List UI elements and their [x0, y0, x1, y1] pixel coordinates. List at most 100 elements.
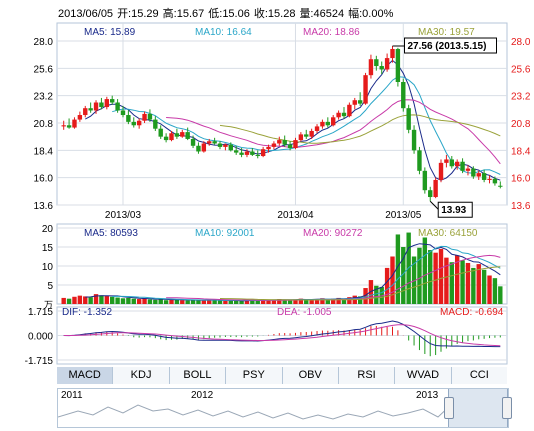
candle-body [83, 108, 88, 116]
tab-cci[interactable]: CCI [451, 367, 507, 384]
candle-body [363, 75, 368, 104]
volume-bar [417, 247, 422, 304]
volume-bar [110, 296, 115, 304]
price-ytick-left: 20.8 [34, 119, 54, 130]
price-ytick-right: 28.0 [511, 37, 531, 48]
volume-bar [228, 300, 233, 304]
volume-bar [104, 296, 110, 304]
candle-body [374, 59, 379, 67]
volume-bar [266, 299, 271, 304]
volume-ytick: 15 [42, 243, 54, 254]
nav-year-2013: 2013 [416, 390, 439, 401]
tab-psy[interactable]: PSY [226, 367, 283, 384]
tab-boll[interactable]: BOLL [169, 367, 227, 384]
candle-body [239, 152, 244, 155]
volume-bar [93, 294, 99, 304]
nav-right-handle[interactable] [502, 397, 512, 419]
volume-bar [99, 295, 104, 304]
volume-bar [401, 247, 406, 304]
candle-body [142, 113, 147, 121]
candle-body [136, 120, 142, 126]
volume-bar [309, 299, 314, 304]
candle-body [147, 113, 153, 120]
nav-year-2012: 2012 [191, 390, 214, 401]
candle-body [72, 119, 77, 128]
price-ytick-right: 13.6 [511, 201, 531, 212]
tab-kdj[interactable]: KDJ [113, 367, 170, 384]
candle-body [277, 140, 282, 144]
volume-bar [422, 237, 428, 304]
volume-bar [136, 299, 142, 304]
price-ytick-right: 23.2 [511, 92, 531, 103]
volume-bar [142, 298, 147, 304]
tab-obv[interactable]: OBV [282, 367, 339, 384]
candle-body [492, 178, 498, 184]
candle-body [390, 48, 395, 59]
volume-bar [492, 278, 498, 304]
price-legend-ma30: MA30: 19.57 [418, 27, 475, 38]
tab-wvad[interactable]: WVAD [395, 367, 452, 384]
candle-body [66, 125, 72, 128]
candle-body [110, 99, 115, 103]
candle-body [212, 141, 217, 144]
volume-bar [180, 300, 185, 304]
candle-body [266, 146, 271, 150]
volume-bar [158, 299, 163, 304]
candle-body [190, 138, 196, 146]
price-ma30-line [219, 114, 501, 144]
candle-body [298, 134, 304, 141]
candle-body [228, 144, 233, 151]
volume-legend-ma30: MA30: 64150 [418, 228, 478, 239]
candle-body [368, 59, 374, 76]
volume-bar [196, 300, 201, 304]
price-ytick-left: 23.2 [34, 92, 54, 103]
candle-body [196, 145, 201, 152]
price-legend-ma10: MA10: 16.64 [195, 27, 252, 38]
candle-body [115, 102, 120, 111]
candle-body [320, 121, 325, 127]
volume-bar [190, 299, 196, 304]
macd-dif-line [63, 320, 501, 348]
volume-bar [282, 299, 287, 304]
volume-bar [465, 262, 471, 304]
candle-body [347, 104, 352, 117]
range-navigator[interactable]: 2011 2012 2013 [57, 388, 512, 428]
volume-bar [169, 299, 174, 304]
candle-body [438, 162, 444, 180]
volume-bar [460, 260, 465, 304]
volume-bar [331, 298, 336, 304]
candle-body [471, 168, 476, 177]
price-xtick: 2013/03 [105, 210, 142, 221]
annotation-high-label: 27.56 (2013.5.15) [408, 41, 487, 52]
volume-bar [433, 252, 438, 304]
candle-body [465, 168, 471, 171]
macd-ytick: -1.715 [25, 356, 54, 367]
volume-bar [120, 298, 126, 304]
volume-bar [147, 299, 153, 304]
candle-body [158, 128, 163, 137]
volume-bar [233, 300, 239, 304]
nav-left-handle[interactable] [444, 397, 454, 419]
volume-bar [347, 297, 352, 304]
price-ma10-line [112, 76, 501, 175]
price-ytick-right: 18.4 [511, 146, 531, 157]
volume-bar [163, 300, 169, 304]
volume-bar [115, 297, 120, 304]
tab-rsi[interactable]: RSI [338, 367, 396, 384]
volume-bar [174, 299, 180, 304]
volume-bar [293, 299, 298, 304]
volume-unit-label: 万 [44, 300, 53, 310]
volume-bar [88, 297, 93, 304]
volume-bar [481, 269, 487, 304]
tab-macd[interactable]: MACD [57, 367, 114, 384]
candle-body [233, 150, 239, 153]
candle-body [120, 110, 126, 116]
macd-dea-line [63, 324, 501, 347]
header-change: 幅:0.00% [348, 8, 394, 20]
price-ytick-left: 25.6 [34, 64, 54, 75]
candle-body [169, 133, 174, 141]
header-low: 低:15.06 [208, 8, 250, 20]
volume-bar [395, 234, 401, 304]
nav-selection-window[interactable] [448, 389, 508, 427]
volume-bar [66, 298, 72, 304]
